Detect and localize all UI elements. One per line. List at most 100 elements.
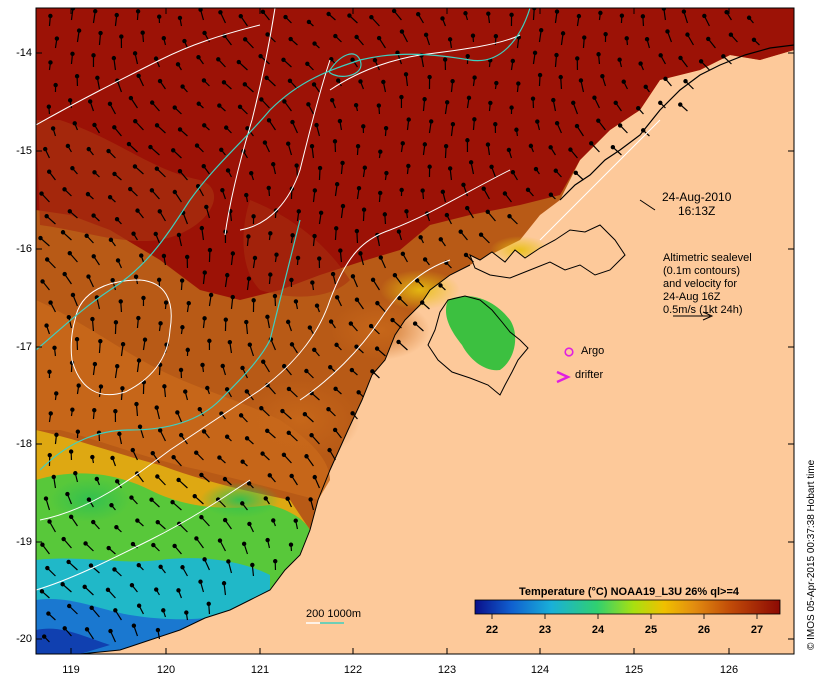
velocity-arrow-head (115, 479, 120, 484)
velocity-arrow-head (326, 11, 331, 17)
velocity-arrow-head (53, 82, 58, 88)
velocity-arrow-head (178, 367, 184, 373)
velocity-arrow-head (663, 76, 668, 82)
velocity-arrow-head (493, 34, 499, 39)
lat-label: -16 (16, 243, 32, 255)
velocity-arrow-head (54, 36, 60, 41)
velocity-arrow-head (596, 52, 601, 57)
velocity-arrow-head (136, 73, 141, 79)
velocity-arrow-head (91, 254, 96, 259)
velocity-arrow-head (70, 407, 75, 412)
velocity-arrow-head (177, 15, 183, 21)
velocity-arrow-head (184, 610, 189, 615)
velocity-arrow-head (396, 229, 402, 234)
lat-label: -20 (16, 633, 32, 645)
velocity-arrow-head (171, 148, 176, 153)
velocity-arrow-head (184, 254, 190, 260)
velocity-arrow-head (481, 186, 486, 191)
velocity-arrow-head (150, 450, 155, 456)
velocity-arrow-head (92, 407, 97, 413)
velocity-arrow-head (108, 237, 114, 243)
altimetry-note-line: 0.5m/s (1kt 24h) (663, 304, 743, 316)
velocity-arrow-head (240, 459, 245, 464)
velocity-arrow-head (530, 96, 536, 101)
velocity-arrow-head (391, 8, 397, 14)
velocity-arrow-head (207, 247, 213, 253)
velocity-arrow-head (38, 235, 43, 241)
velocity-arrow-head (201, 164, 206, 169)
velocity-arrow-head (282, 99, 287, 104)
velocity-arrow-head (295, 255, 301, 261)
velocity-arrow-head (126, 141, 132, 147)
velocity-arrow-head (665, 29, 670, 34)
velocity-arrow-head (46, 104, 52, 109)
velocity-arrow-head (336, 78, 341, 83)
velocity-arrow-head (175, 410, 180, 415)
velocity-arrow-head (220, 363, 225, 369)
velocity-arrow-head (281, 57, 286, 63)
velocity-arrow-head (400, 251, 406, 256)
velocity-arrow-head (502, 191, 508, 196)
velocity-arrow-head (161, 608, 166, 613)
velocity-arrow-head (92, 170, 97, 175)
velocity-arrow-head (236, 59, 242, 65)
timestamp-date: 24-Aug-2010 (662, 190, 732, 204)
lon-label: 125 (624, 664, 644, 676)
velocity-arrow-head (155, 519, 160, 525)
velocity-arrow-head (118, 299, 123, 304)
velocity-arrow-head (84, 627, 90, 632)
velocity-arrow-head (317, 165, 323, 171)
velocity-arrow-head (129, 495, 134, 500)
velocity-arrow-head (334, 342, 339, 348)
velocity-arrow-head (444, 212, 450, 218)
velocity-arrow-head (271, 162, 276, 167)
velocity-arrow-head (382, 212, 388, 217)
velocity-arrow-head (207, 338, 212, 344)
velocity-arrow-head (199, 515, 204, 520)
velocity-arrow-head (172, 105, 177, 110)
velocity-arrow-head (384, 170, 389, 176)
velocity-arrow-head (240, 365, 245, 371)
velocity-arrow-head (238, 13, 243, 19)
velocity-arrow-head (266, 185, 271, 191)
velocity-arrow-head (265, 428, 270, 433)
velocity-arrow-head (678, 102, 683, 107)
velocity-arrow-head (218, 10, 223, 15)
velocity-arrow-head (268, 231, 273, 236)
velocity-arrow-head (219, 147, 224, 153)
velocity-arrow-head (230, 294, 235, 300)
velocity-arrow-head (470, 33, 476, 38)
velocity-arrow-head (194, 450, 199, 455)
lon-label: 122 (343, 664, 363, 676)
velocity-arrow-head (158, 564, 163, 570)
credit-text: © IMOS 05-Apr-2015 00:37:38 Hobart time (806, 459, 817, 650)
velocity-arrow-head (47, 369, 52, 375)
velocity-arrow-head (60, 582, 65, 587)
velocity-arrow-head (509, 105, 514, 110)
velocity-arrow-head (43, 496, 49, 501)
velocity-arrow-head (114, 525, 119, 530)
velocity-arrow-head (76, 28, 82, 33)
velocity-arrow-head (223, 125, 229, 130)
colorbar-tick-label: 26 (697, 624, 711, 636)
velocity-arrow-head (533, 166, 539, 172)
velocity-arrow-head (285, 496, 290, 501)
velocity-arrow-head (115, 364, 120, 369)
velocity-arrow-head (329, 57, 334, 62)
velocity-arrow-head (337, 118, 343, 124)
velocity-arrow-head (82, 584, 87, 590)
velocity-arrow-head (92, 361, 98, 367)
velocity-arrow-head (494, 80, 499, 86)
velocity-arrow-head (617, 123, 623, 128)
colorbar-tick-label: 24 (591, 624, 605, 636)
velocity-arrow-head (66, 314, 72, 320)
velocity-arrow-head (157, 209, 162, 214)
velocity-arrow-head (286, 141, 291, 146)
velocity-arrow-head (87, 99, 93, 104)
velocity-arrow-head (396, 339, 401, 345)
velocity-arrow-head (251, 214, 256, 219)
velocity-arrow-head (136, 603, 142, 608)
velocity-arrow-head (461, 182, 466, 188)
velocity-arrow-head (196, 101, 201, 106)
velocity-arrow-head (613, 100, 618, 105)
